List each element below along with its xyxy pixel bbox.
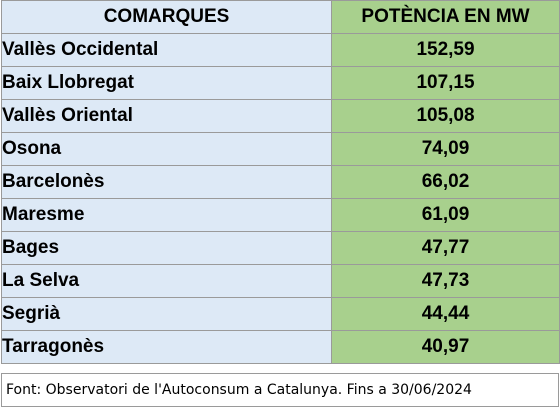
table-row: Segrià 44,44 — [1, 297, 560, 331]
comarca-cell[interactable]: La Selva — [1, 264, 332, 298]
table-row: Tarragonès 40,97 — [1, 330, 560, 364]
power-by-comarca-table: COMARQUES POTÈNCIA EN MW Vallès Occident… — [1, 0, 560, 364]
comarca-cell[interactable]: Segrià — [1, 297, 332, 331]
table-row: Bages 47,77 — [1, 231, 560, 265]
comarca-cell[interactable]: Vallès Occidental — [1, 33, 332, 67]
header-row: COMARQUES POTÈNCIA EN MW — [1, 0, 560, 34]
comarca-cell[interactable]: Tarragonès — [1, 330, 332, 364]
comarca-cell[interactable]: Osona — [1, 132, 332, 166]
table-row: La Selva 47,73 — [1, 264, 560, 298]
header-potencia[interactable]: POTÈNCIA EN MW — [331, 0, 560, 34]
comarca-cell[interactable]: Vallès Oriental — [1, 99, 332, 133]
potencia-cell[interactable]: 105,08 — [331, 99, 560, 133]
potencia-cell[interactable]: 66,02 — [331, 165, 560, 199]
table-row: Vallès Oriental 105,08 — [1, 99, 560, 133]
potencia-cell[interactable]: 152,59 — [331, 33, 560, 67]
potencia-cell[interactable]: 74,09 — [331, 132, 560, 166]
source-footnote[interactable]: Font: Observatori de l'Autoconsum a Cata… — [1, 373, 559, 407]
potencia-cell[interactable]: 47,77 — [331, 231, 560, 265]
table-row: Osona 74,09 — [1, 132, 560, 166]
comarca-cell[interactable]: Maresme — [1, 198, 332, 232]
comarca-cell[interactable]: Bages — [1, 231, 332, 265]
potencia-cell[interactable]: 44,44 — [331, 297, 560, 331]
potencia-cell[interactable]: 61,09 — [331, 198, 560, 232]
table-row: Vallès Occidental 152,59 — [1, 33, 560, 67]
comarca-cell[interactable]: Barcelonès — [1, 165, 332, 199]
table-row: Baix Llobregat 107,15 — [1, 66, 560, 100]
comarca-cell[interactable]: Baix Llobregat — [1, 66, 332, 100]
potencia-cell[interactable]: 107,15 — [331, 66, 560, 100]
potencia-cell[interactable]: 47,73 — [331, 264, 560, 298]
table-row: Maresme 61,09 — [1, 198, 560, 232]
header-comarques[interactable]: COMARQUES — [1, 0, 332, 34]
potencia-cell[interactable]: 40,97 — [331, 330, 560, 364]
table-row: Barcelonès 66,02 — [1, 165, 560, 199]
